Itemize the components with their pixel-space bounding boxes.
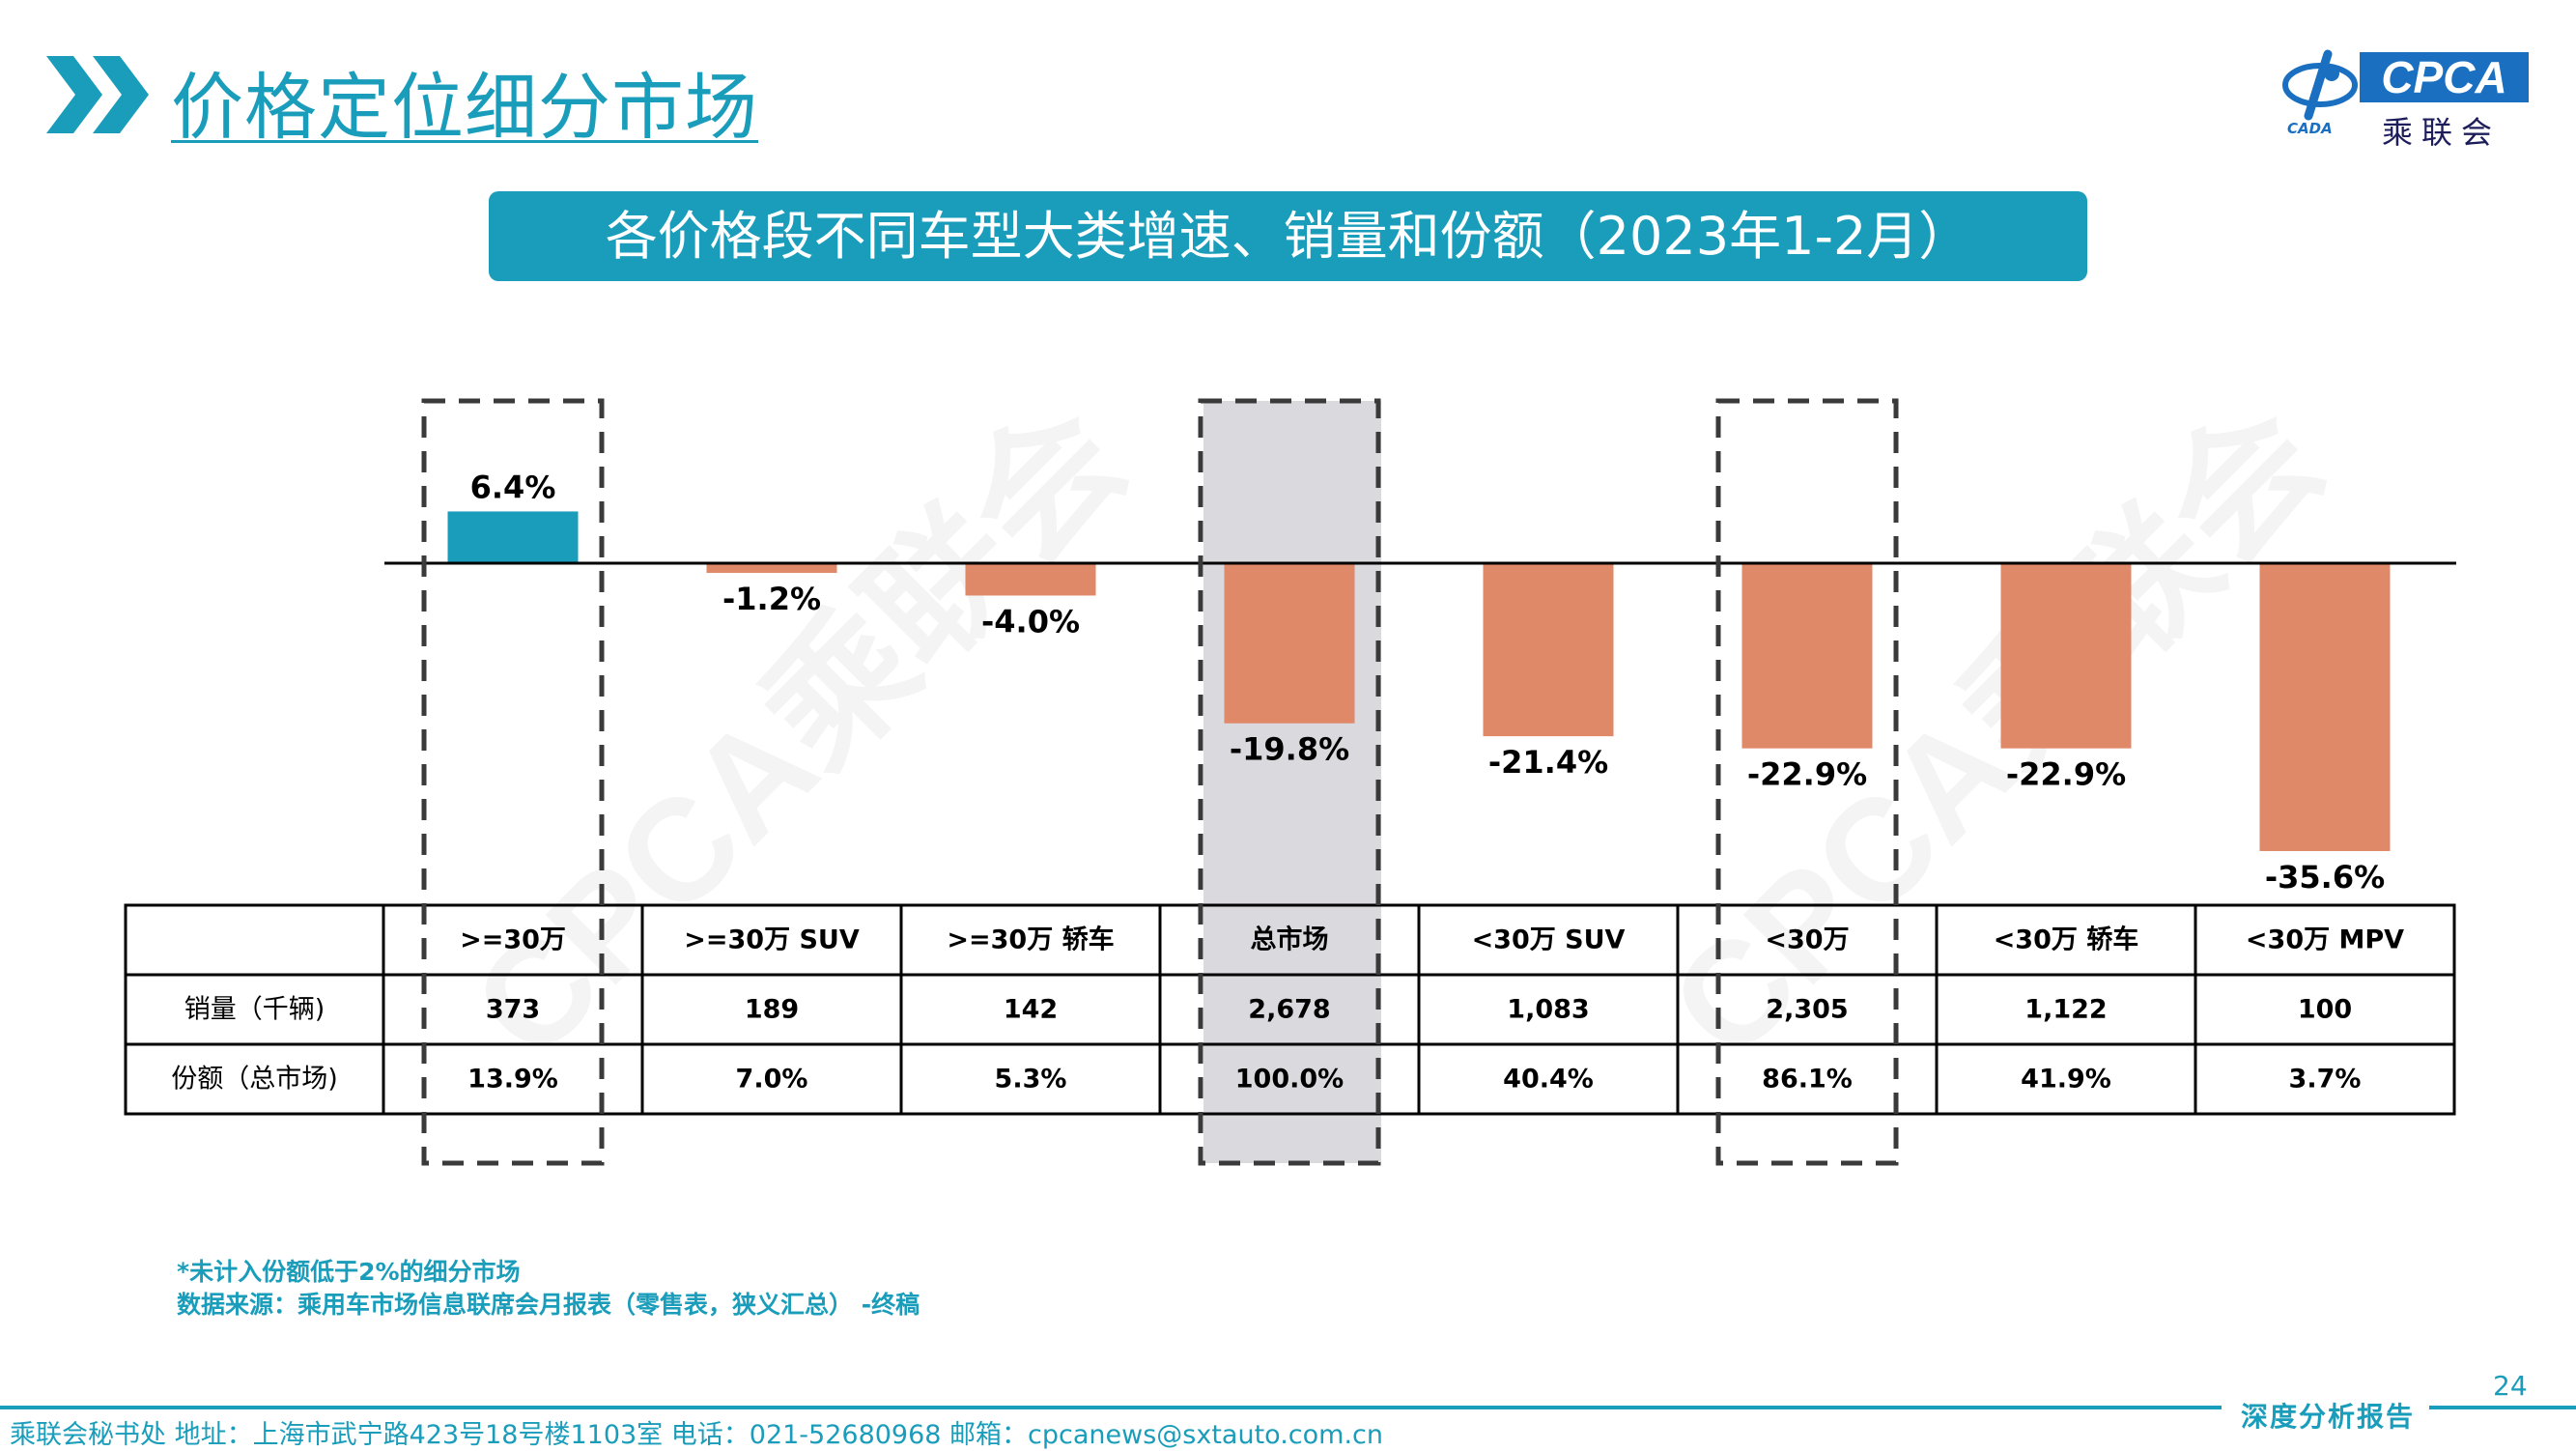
chart-area: 6.4% -1.2% -4.0% -19.8% -21.4% -22.9% -22.9% -3… — [124, 398, 2456, 1166]
table-cell: 41.9% — [2021, 1065, 2111, 1095]
report-label: 深度分析报告 — [2241, 1401, 2416, 1433]
value-label-group: 6.4% -1.2% -4.0% -19.8% -21.4% -22.9% -22.9% -3… — [470, 469, 2386, 896]
bar — [1483, 563, 1614, 737]
bar — [1741, 563, 1873, 749]
chevron-right-icon — [46, 56, 149, 133]
bar-group — [447, 511, 2391, 851]
value-label: -4.0% — [981, 603, 1080, 640]
table-cell: 5.3% — [995, 1065, 1067, 1095]
logo-cn: 乘联会 — [2382, 114, 2502, 151]
highlight-dashed-box — [1198, 398, 1381, 1166]
bar — [1224, 563, 1355, 724]
table-header-cell: >=30万 轿车 — [947, 925, 1114, 955]
logo-small-text: CADA — [2287, 120, 2333, 137]
table-cell: 2,305 — [1766, 995, 1848, 1025]
bar — [447, 511, 579, 563]
table-header-cell: >=30万 — [460, 925, 566, 955]
logo-emblem-icon — [2282, 49, 2358, 121]
table-cell: 86.1% — [1762, 1065, 1853, 1095]
table-cell: 13.9% — [467, 1065, 558, 1095]
table-header-cell: <30万 — [1765, 925, 1849, 955]
highlight-dashed-box — [1715, 398, 1899, 1166]
value-label: -21.4% — [1488, 744, 1608, 781]
highlight-boxes — [421, 398, 1899, 1166]
table-row-label: 份额（总市场) — [171, 1065, 338, 1095]
data-table: >=30万 >=30万 SUV >=30万 轿车 总市场 <30万 SUV <30万 <30… — [124, 903, 2456, 1116]
highlight-shade — [1203, 401, 1381, 1163]
bar — [965, 563, 1096, 596]
table-cell: 3.7% — [2289, 1065, 2362, 1095]
footer-contact: 乘联会秘书处 地址：上海市武宁路423号18号楼1103室 电话：021-526… — [10, 1420, 1384, 1450]
table-cell: 40.4% — [1503, 1065, 1594, 1095]
highlight-dashed-box — [421, 398, 605, 1166]
table-cell: 2,678 — [1248, 995, 1330, 1025]
table-cell: 7.0% — [736, 1065, 808, 1095]
cpca-logo: CPCA 乘联会 CADA — [2279, 48, 2535, 151]
footer-divider-right — [2429, 1406, 2576, 1409]
table-cell: 1,083 — [1507, 995, 1589, 1025]
table-row-label: 销量（千辆) — [184, 995, 326, 1025]
bar — [706, 563, 837, 574]
footnote-source: 数据来源：乘用车市场信息联席会月报表（零售表，狭义汇总） -终稿 — [177, 1291, 920, 1319]
table-header-cell: >=30万 SUV — [684, 925, 860, 955]
table-header-cell: <30万 轿车 — [1994, 925, 2139, 955]
table-header-cell: <30万 MPV — [2246, 925, 2404, 955]
table-header-cell: 总市场 — [1251, 925, 1329, 955]
value-label: -22.9% — [1747, 756, 1867, 793]
table-cell: 373 — [486, 995, 540, 1025]
value-label: -1.2% — [722, 581, 821, 617]
value-label: -19.8% — [1230, 731, 1349, 768]
table-cell: 189 — [745, 995, 799, 1025]
table-cell: 100.0% — [1235, 1065, 1344, 1095]
chart-banner: 各价格段不同车型大类增速、销量和份额（2023年1-2月） — [489, 191, 2087, 281]
table-cell: 142 — [1004, 995, 1058, 1025]
page-number: 24 — [2493, 1370, 2528, 1402]
page-title: 价格定位细分市场 — [171, 65, 759, 150]
logo-text: CPCA — [2360, 52, 2529, 102]
footer-divider — [0, 1406, 2222, 1409]
value-label: 6.4% — [470, 469, 556, 505]
table-cell: 100 — [2298, 995, 2352, 1025]
table-cell: 1,122 — [2024, 995, 2107, 1025]
footnote-exclusion: *未计入份额低于2%的细分市场 — [177, 1258, 521, 1286]
table-header-cell: <30万 SUV — [1472, 925, 1626, 955]
bar — [2259, 563, 2391, 851]
value-label: -35.6% — [2265, 859, 2385, 896]
table-border — [124, 903, 2456, 1116]
value-label: -22.9% — [2006, 756, 2126, 793]
bar — [2000, 563, 2132, 749]
